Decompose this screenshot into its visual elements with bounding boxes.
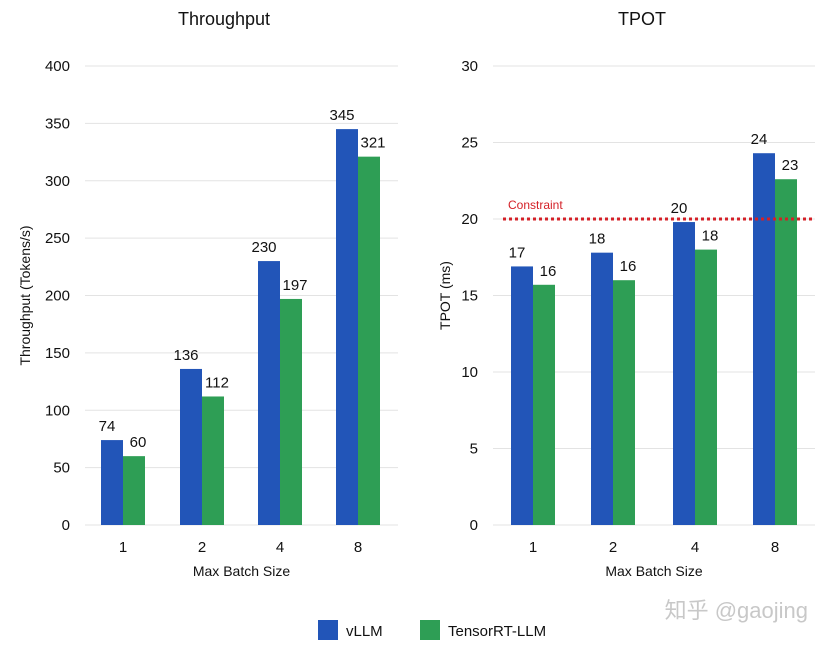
y-tick-label: 50 xyxy=(53,460,70,477)
legend-label-tensorrt: TensorRT-LLM xyxy=(448,623,546,640)
chart-title: Throughput xyxy=(178,9,270,29)
bar-tensorrt-llm xyxy=(775,179,797,525)
x-tick-label: 8 xyxy=(771,539,779,556)
bar-tensorrt-llm xyxy=(613,280,635,525)
watermark: 知乎 @gaojing xyxy=(665,598,808,623)
data-label: 16 xyxy=(620,258,637,275)
y-tick-label: 0 xyxy=(470,517,478,534)
y-tick-label: 100 xyxy=(45,402,70,419)
chart-title: TPOT xyxy=(618,9,666,29)
y-tick-label: 200 xyxy=(45,288,70,305)
legend: vLLM TensorRT-LLM xyxy=(318,620,546,640)
data-label: 24 xyxy=(751,131,768,148)
x-tick-label: 2 xyxy=(609,539,617,556)
y-axis-label: TPOT (ms) xyxy=(437,261,453,330)
bar-vllm xyxy=(101,440,123,525)
bar-vllm xyxy=(258,261,280,525)
data-label: 197 xyxy=(282,277,307,294)
x-tick-label: 4 xyxy=(691,539,699,556)
y-axis-label: Throughput (Tokens/s) xyxy=(17,225,33,365)
x-tick-label: 1 xyxy=(119,539,127,556)
data-label: 18 xyxy=(589,231,606,248)
data-label: 18 xyxy=(702,228,719,245)
data-label: 23 xyxy=(782,157,799,174)
y-tick-label: 250 xyxy=(45,230,70,247)
legend-label-vllm: vLLM xyxy=(346,623,383,640)
bar-tensorrt-llm xyxy=(202,396,224,525)
data-label: 16 xyxy=(540,263,557,280)
data-label: 321 xyxy=(360,135,385,152)
legend-swatch-vllm xyxy=(318,620,338,640)
constraint-label: Constraint xyxy=(508,198,563,212)
x-tick-label: 4 xyxy=(276,539,284,556)
y-tick-label: 30 xyxy=(461,58,478,75)
x-tick-label: 2 xyxy=(198,539,206,556)
data-label: 136 xyxy=(173,347,198,364)
y-tick-label: 0 xyxy=(62,517,70,534)
bar-tensorrt-llm xyxy=(123,456,145,525)
bar-vllm xyxy=(180,368,202,525)
bar-vllm xyxy=(753,153,775,525)
data-label: 345 xyxy=(329,107,354,124)
data-label: 20 xyxy=(671,200,688,217)
y-tick-label: 10 xyxy=(461,364,478,381)
data-label: 60 xyxy=(130,434,147,451)
x-axis-label: Max Batch Size xyxy=(605,563,702,579)
bar-tensorrt-llm xyxy=(280,298,302,525)
y-tick-label: 20 xyxy=(461,211,478,228)
bar-tensorrt-llm xyxy=(358,156,380,525)
data-label: 112 xyxy=(205,374,229,391)
legend-swatch-tensorrt xyxy=(420,620,440,640)
bar-vllm xyxy=(673,222,695,525)
y-tick-label: 25 xyxy=(461,135,478,152)
y-tick-label: 300 xyxy=(45,173,70,190)
x-tick-label: 1 xyxy=(529,539,537,556)
y-tick-label: 350 xyxy=(45,115,70,132)
y-tick-label: 5 xyxy=(470,441,478,458)
y-tick-label: 400 xyxy=(45,58,70,75)
x-axis-label: Max Batch Size xyxy=(193,563,290,579)
y-tick-label: 150 xyxy=(45,345,70,362)
bar-vllm xyxy=(336,129,358,526)
x-tick-label: 8 xyxy=(354,539,362,556)
bar-vllm xyxy=(591,252,613,525)
data-label: 17 xyxy=(509,244,526,261)
bar-tensorrt-llm xyxy=(695,249,717,525)
bar-tensorrt-llm xyxy=(533,284,555,525)
data-label: 230 xyxy=(251,239,276,256)
data-label: 74 xyxy=(99,418,116,435)
bar-vllm xyxy=(511,266,533,525)
y-tick-label: 15 xyxy=(461,288,478,305)
